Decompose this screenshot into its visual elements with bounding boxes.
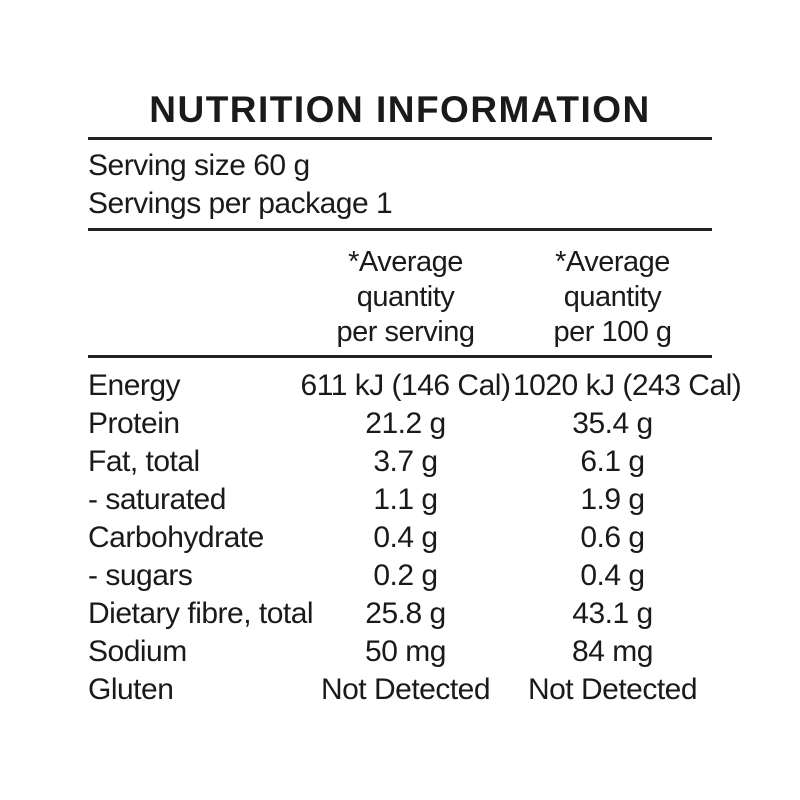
panel-title: NUTRITION INFORMATION: [149, 89, 651, 130]
value-per-serving: 21.2 g: [365, 407, 446, 440]
value-per-serving: 25.8 g: [365, 597, 446, 630]
value-per-serving: 50 mg: [365, 635, 446, 668]
nutrition-panel: NUTRITION INFORMATION Serving size 60 g …: [88, 89, 742, 709]
column-header-line: *Average: [348, 246, 463, 278]
table-row: Carbohydrate 0.4 g 0.6 g: [88, 519, 712, 557]
value-per-serving: Not Detected: [320, 673, 491, 706]
value-per-100g: 1020 kJ (243 Cal): [513, 369, 742, 402]
nutrient-name: Protein: [88, 407, 180, 440]
nutrient-name: Energy: [88, 369, 181, 402]
value-per-100g: 0.4 g: [580, 559, 645, 592]
value-per-serving: 0.2 g: [373, 559, 438, 592]
nutrient-name: Sodium: [88, 635, 187, 668]
nutrient-name: - sugars: [88, 559, 193, 592]
divider: [88, 137, 712, 140]
value-per-100g: 0.6 g: [580, 521, 645, 554]
value-per-serving: 3.7 g: [373, 445, 438, 478]
table-row: - saturated 1.1 g 1.9 g: [88, 481, 712, 519]
column-header-per-serving: *Average quantity per serving: [298, 245, 513, 350]
column-header-line: per 100 g: [553, 316, 672, 348]
value-per-serving: 1.1 g: [373, 483, 438, 516]
value-per-100g: 84 mg: [572, 635, 653, 668]
nutrient-name: Carbohydrate: [88, 521, 264, 554]
serving-info: Serving size 60 g Servings per package 1: [88, 147, 712, 223]
value-per-100g: 1.9 g: [580, 483, 645, 516]
table-row: Fat, total 3.7 g 6.1 g: [88, 443, 712, 481]
nutrient-name: Dietary fibre, total: [88, 597, 314, 630]
divider: [88, 355, 712, 358]
column-header-line: *Average: [555, 246, 670, 278]
nutrient-name: Fat, total: [88, 445, 200, 478]
column-header-line: per serving: [336, 316, 475, 348]
value-per-100g: 43.1 g: [572, 597, 653, 630]
table-row: Sodium 50 mg 84 mg: [88, 633, 712, 671]
value-per-100g: Not Detected: [527, 673, 698, 706]
column-header-spacer: [88, 245, 298, 350]
column-header-line: quantity: [356, 281, 455, 313]
serving-size-text: Serving size 60 g: [88, 149, 310, 182]
table-row: - sugars 0.2 g 0.4 g: [88, 557, 712, 595]
column-header-line: quantity: [563, 281, 662, 313]
table-row: Protein 21.2 g 35.4 g: [88, 405, 712, 443]
value-per-serving: 611 kJ (146 Cal): [300, 369, 511, 402]
nutrition-table-body: Energy 611 kJ (146 Cal) 1020 kJ (243 Cal…: [88, 367, 742, 709]
table-row: Gluten Not Detected Not Detected: [88, 671, 712, 709]
table-row: Dietary fibre, total 25.8 g 43.1 g: [88, 595, 712, 633]
divider: [88, 228, 712, 231]
nutrient-name: - saturated: [88, 483, 226, 516]
value-per-serving: 0.4 g: [373, 521, 438, 554]
value-per-100g: 35.4 g: [572, 407, 653, 440]
table-row: Energy 611 kJ (146 Cal) 1020 kJ (243 Cal…: [88, 367, 742, 405]
servings-per-package-text: Servings per package 1: [88, 187, 393, 220]
column-header-per-100g: *Average quantity per 100 g: [513, 245, 712, 350]
column-header-row: *Average quantity per serving *Average q…: [88, 245, 712, 350]
nutrient-name: Gluten: [88, 673, 174, 706]
value-per-100g: 6.1 g: [580, 445, 645, 478]
